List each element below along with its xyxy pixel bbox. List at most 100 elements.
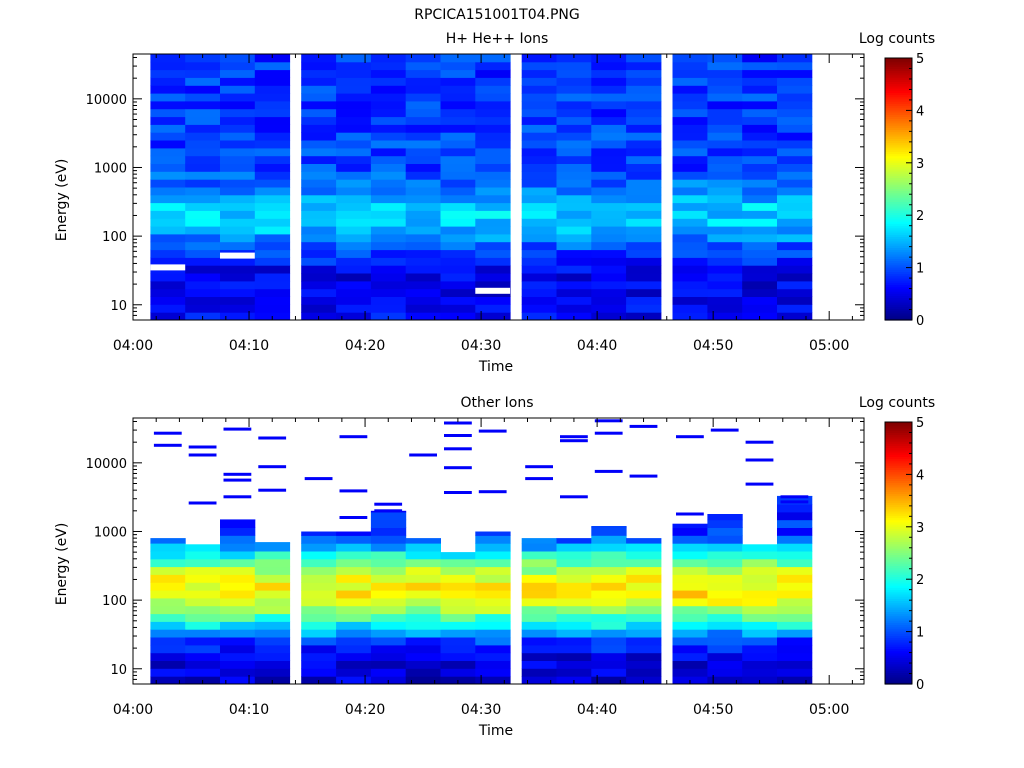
heatmap-cell (370, 566, 407, 575)
heatmap-cell (672, 233, 708, 243)
colorbar-segment (885, 428, 912, 432)
heatmap-cell (405, 77, 441, 86)
heatmap-cell (626, 273, 662, 282)
heatmap-cell (220, 582, 256, 591)
colorbar-segment (885, 112, 912, 116)
heatmap-cell (672, 202, 708, 211)
colorbar-segment (885, 79, 912, 83)
heatmap-cell (556, 613, 592, 622)
heatmap-cell (521, 574, 557, 583)
heatmap-cell (742, 194, 778, 204)
heatmap-cell (707, 233, 743, 243)
y-axis-label: Energy (eV) (54, 159, 70, 242)
heatmap-cell (185, 629, 221, 638)
heatmap-cell (591, 61, 627, 71)
colorbar-segment (885, 151, 912, 155)
colorbar-segment (885, 306, 912, 310)
heatmap-cell (672, 218, 708, 227)
colorbar-segment (885, 247, 912, 251)
heatmap-cell (707, 527, 743, 536)
heatmap-cell (336, 187, 372, 196)
heatmap-cell (336, 629, 372, 638)
colorbar-segment (885, 531, 912, 534)
heatmap-cell (220, 241, 256, 251)
heatmap-cell (405, 140, 441, 149)
heatmap-cell (777, 590, 813, 599)
colorbar-segment (885, 313, 912, 317)
heatmap-cell (254, 179, 291, 188)
heatmap-cell (336, 69, 372, 78)
colorbar-segment (885, 618, 912, 622)
heatmap-cell (150, 543, 186, 552)
heatmap-cell (150, 652, 186, 661)
colorbar-segment (885, 191, 912, 194)
colorbar-tick-label: 1 (916, 626, 924, 641)
heatmap-cell (591, 171, 627, 180)
heatmap-cell (672, 147, 708, 157)
heatmap-cell (672, 132, 708, 141)
x-axis-label: Time (478, 359, 513, 375)
heatmap-cell (591, 140, 627, 149)
heatmap-cell (405, 558, 441, 568)
heatmap-cell (185, 544, 221, 552)
heatmap-cell (220, 660, 256, 669)
heatmap-cell (301, 543, 337, 552)
heatmap-cell (777, 241, 813, 251)
heatmap-cell (556, 652, 592, 661)
colorbar-segment (885, 470, 912, 473)
colorbar-segment (885, 119, 912, 122)
heatmap-cell (707, 69, 743, 78)
heatmap-cell (707, 265, 743, 274)
heatmap-cell (440, 194, 476, 204)
heatmap-cell (150, 676, 186, 685)
heatmap-cell (220, 304, 256, 313)
heatmap-cell (440, 296, 476, 305)
heatmap-cell (440, 54, 476, 63)
heatmap-cell (185, 637, 221, 646)
heatmap-cell (475, 155, 511, 164)
colorbar-segment (885, 232, 912, 236)
heatmap-cell (521, 637, 557, 646)
sparse-count-mark (223, 495, 252, 499)
heatmap-cell (301, 621, 337, 630)
heatmap-cell (301, 155, 337, 164)
heatmap-cell (591, 116, 627, 125)
heatmap-cell (707, 108, 743, 118)
heatmap-cell (336, 551, 372, 560)
heatmap-cell (440, 590, 476, 599)
colorbar-segment (885, 291, 912, 295)
colorbar-segment (885, 298, 912, 301)
heatmap-cell (336, 163, 372, 172)
colorbar-segment (885, 616, 912, 620)
heatmap-cell (626, 179, 662, 188)
heatmap-cell (777, 77, 813, 86)
colorbar-segment (885, 101, 912, 105)
heatmap-cell (742, 202, 778, 211)
heatmap-cell (440, 171, 476, 180)
heatmap-cell (777, 527, 813, 536)
heatmap-cell (254, 558, 291, 568)
heatmap-cell (556, 54, 592, 63)
colorbar-segment (885, 502, 912, 506)
heatmap-cell (626, 652, 662, 661)
heatmap-cell (521, 613, 557, 622)
colorbar-segment (885, 585, 912, 589)
heatmap-cell (742, 558, 778, 568)
heatmap-cell (336, 85, 372, 94)
sparse-count-mark (339, 489, 368, 493)
heatmap-cell (556, 582, 592, 591)
x-axis-label: Time (478, 723, 513, 739)
heatmap-cell (405, 69, 441, 78)
colorbar-segment (885, 206, 912, 210)
heatmap-cell (556, 644, 592, 654)
heatmap-cell (370, 582, 407, 591)
colorbar-segment (885, 269, 912, 273)
heatmap-cell (556, 605, 592, 615)
heatmap-cell (521, 652, 557, 661)
heatmap-cell (220, 590, 256, 599)
heatmap-cell (591, 597, 627, 607)
heatmap-cell (301, 163, 337, 172)
colorbar-segment (885, 149, 912, 153)
heatmap-cell (336, 590, 372, 599)
x-axis: 04:00 04:10 04:20 04:30 04:40 04:50 05:00 (113, 418, 853, 718)
